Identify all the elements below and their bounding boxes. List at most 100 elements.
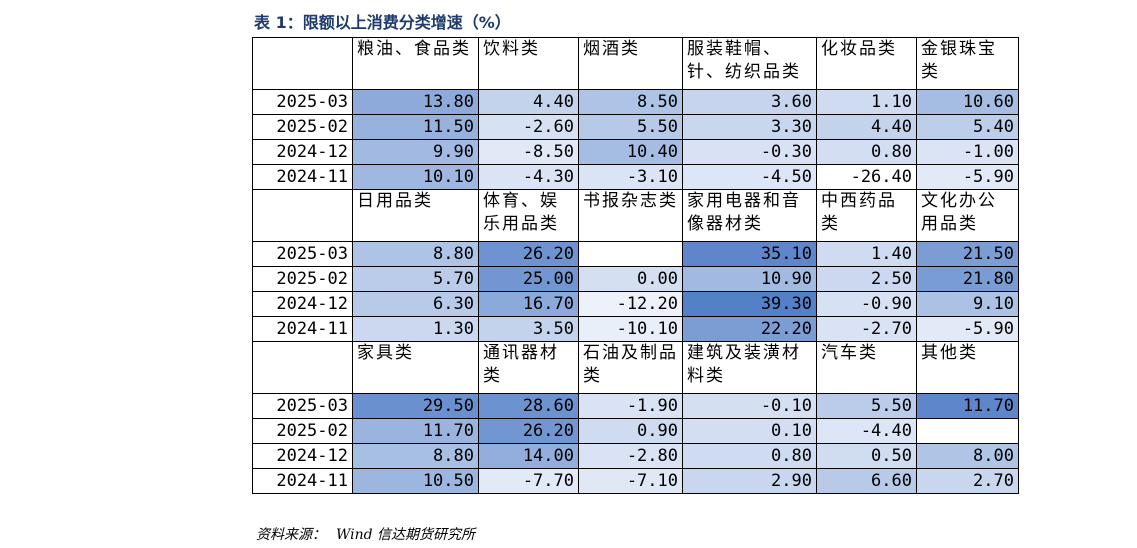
value-cell: 26.20: [478, 241, 579, 267]
value-cell: 10.90: [682, 266, 817, 292]
category-header-cell: 中西药品类: [816, 189, 917, 242]
value-cell: [916, 418, 1019, 444]
value-cell: 1.30: [352, 316, 479, 342]
table-row: 2025-03 13.80 4.40 8.50 3.60 1.10 10.60: [252, 89, 1019, 115]
value-cell: 0.80: [816, 139, 917, 165]
value-cell: -1.00: [916, 139, 1019, 165]
value-cell: 5.70: [352, 266, 479, 292]
consumption-growth-table: 粮油、食品类 饮料类 烟酒类 服装鞋帽、针、纺织品类 化妆品类 金银珠宝类 2025-03 1…: [252, 37, 1019, 494]
value-cell: -3.10: [578, 164, 683, 190]
value-cell: 1.10: [816, 89, 917, 115]
row-date-label: 2025-02: [252, 114, 353, 140]
value-cell: 21.50: [916, 241, 1019, 267]
row-date-label: 2024-12: [252, 291, 353, 317]
source-label: 资料来源：: [256, 527, 326, 543]
category-header-cell: 家具类: [352, 341, 479, 394]
table-row: 2025-02 11.50 -2.60 5.50 3.30 4.40 5.40: [252, 114, 1019, 140]
value-cell: -4.30: [478, 164, 579, 190]
value-cell: -26.40: [816, 164, 917, 190]
category-header-cell: 建筑及装潢材料类: [682, 341, 817, 394]
row-date-label: 2024-12: [252, 443, 353, 469]
category-header-cell: 饮料类: [478, 37, 579, 90]
header-corner-cell: [252, 341, 353, 394]
table-title: 表 1：限额以上消费分类增速（%）: [254, 13, 511, 32]
value-cell: -2.80: [578, 443, 683, 469]
value-cell: 6.30: [352, 291, 479, 317]
table-row: 2025-03 8.80 26.20 35.10 1.40 21.50: [252, 241, 1019, 267]
value-cell: -10.10: [578, 316, 683, 342]
value-cell: 11.70: [352, 418, 479, 444]
value-cell: -4.50: [682, 164, 817, 190]
value-cell: [578, 241, 683, 267]
table-row: 2024-11 1.30 3.50 -10.10 22.20 -2.70 -5.90: [252, 316, 1019, 342]
value-cell: 26.20: [478, 418, 579, 444]
table-row: 2024-12 9.90 -8.50 10.40 -0.30 0.80 -1.00: [252, 139, 1019, 165]
table-row: 2024-12 8.80 14.00 -2.80 0.80 0.50 8.00: [252, 443, 1019, 469]
value-cell: -2.70: [816, 316, 917, 342]
row-date-label: 2025-03: [252, 393, 353, 419]
value-cell: 6.60: [816, 468, 917, 494]
value-cell: 25.00: [478, 266, 579, 292]
category-header-cell: 书报杂志类: [578, 189, 683, 242]
row-date-label: 2024-11: [252, 468, 353, 494]
value-cell: -5.90: [916, 316, 1019, 342]
category-header-cell: 家用电器和音像器材类: [682, 189, 817, 242]
category-header-cell: 服装鞋帽、针、纺织品类: [682, 37, 817, 90]
table-row: 2025-02 11.70 26.20 0.90 0.10 -4.40: [252, 418, 1019, 444]
value-cell: 16.70: [478, 291, 579, 317]
value-cell: -0.90: [816, 291, 917, 317]
value-cell: 11.70: [916, 393, 1019, 419]
category-header-cell: 汽车类: [816, 341, 917, 394]
value-cell: 4.40: [478, 89, 579, 115]
category-header-cell: 日用品类: [352, 189, 479, 242]
table-row: 2024-11 10.10 -4.30 -3.10 -4.50 -26.40 -5.90: [252, 164, 1019, 190]
source-name: Wind 信达期货研究所: [336, 527, 476, 543]
value-cell: 29.50: [352, 393, 479, 419]
source-note: 资料来源： Wind 信达期货研究所: [256, 524, 485, 544]
value-cell: 0.10: [682, 418, 817, 444]
row-date-label: 2025-03: [252, 89, 353, 115]
value-cell: -7.10: [578, 468, 683, 494]
category-header-cell: 化妆品类: [816, 37, 917, 90]
value-cell: 2.50: [816, 266, 917, 292]
value-cell: 8.50: [578, 89, 683, 115]
value-cell: 0.90: [578, 418, 683, 444]
value-cell: 2.90: [682, 468, 817, 494]
category-header-cell: 文化办公用品类: [916, 189, 1019, 242]
value-cell: 1.40: [816, 241, 917, 267]
category-header-cell: 粮油、食品类: [352, 37, 479, 90]
value-cell: -8.50: [478, 139, 579, 165]
category-header-cell: 通讯器材类: [478, 341, 579, 394]
value-cell: -5.90: [916, 164, 1019, 190]
value-cell: 11.50: [352, 114, 479, 140]
category-header-cell: 石油及制品类: [578, 341, 683, 394]
value-cell: 3.60: [682, 89, 817, 115]
row-date-label: 2024-11: [252, 164, 353, 190]
category-header-row: 家具类 通讯器材类 石油及制品类 建筑及装潢材料类 汽车类 其他类: [252, 341, 1019, 394]
value-cell: 13.80: [352, 89, 479, 115]
value-cell: 0.80: [682, 443, 817, 469]
value-cell: 28.60: [478, 393, 579, 419]
value-cell: -0.10: [682, 393, 817, 419]
value-cell: 10.40: [578, 139, 683, 165]
value-cell: -4.40: [816, 418, 917, 444]
value-cell: 22.20: [682, 316, 817, 342]
table-row: 2024-11 10.50 -7.70 -7.10 2.90 6.60 2.70: [252, 468, 1019, 494]
value-cell: 8.80: [352, 443, 479, 469]
value-cell: 9.90: [352, 139, 479, 165]
table-row: 2024-12 6.30 16.70 -12.20 39.30 -0.90 9.10: [252, 291, 1019, 317]
value-cell: 5.50: [816, 393, 917, 419]
row-date-label: 2025-03: [252, 241, 353, 267]
value-cell: 3.50: [478, 316, 579, 342]
value-cell: 10.60: [916, 89, 1019, 115]
category-header-cell: 其他类: [916, 341, 1019, 394]
category-header-row: 日用品类 体育、娱乐用品类 书报杂志类 家用电器和音像器材类 中西药品类 文化办公用品类: [252, 189, 1019, 242]
value-cell: 21.80: [916, 266, 1019, 292]
value-cell: 4.40: [816, 114, 917, 140]
header-corner-cell: [252, 189, 353, 242]
category-header-cell: 烟酒类: [578, 37, 683, 90]
value-cell: -1.90: [578, 393, 683, 419]
value-cell: 3.30: [682, 114, 817, 140]
category-header-row: 粮油、食品类 饮料类 烟酒类 服装鞋帽、针、纺织品类 化妆品类 金银珠宝类: [252, 37, 1019, 90]
table-row: 2025-03 29.50 28.60 -1.90 -0.10 5.50 11.70: [252, 393, 1019, 419]
